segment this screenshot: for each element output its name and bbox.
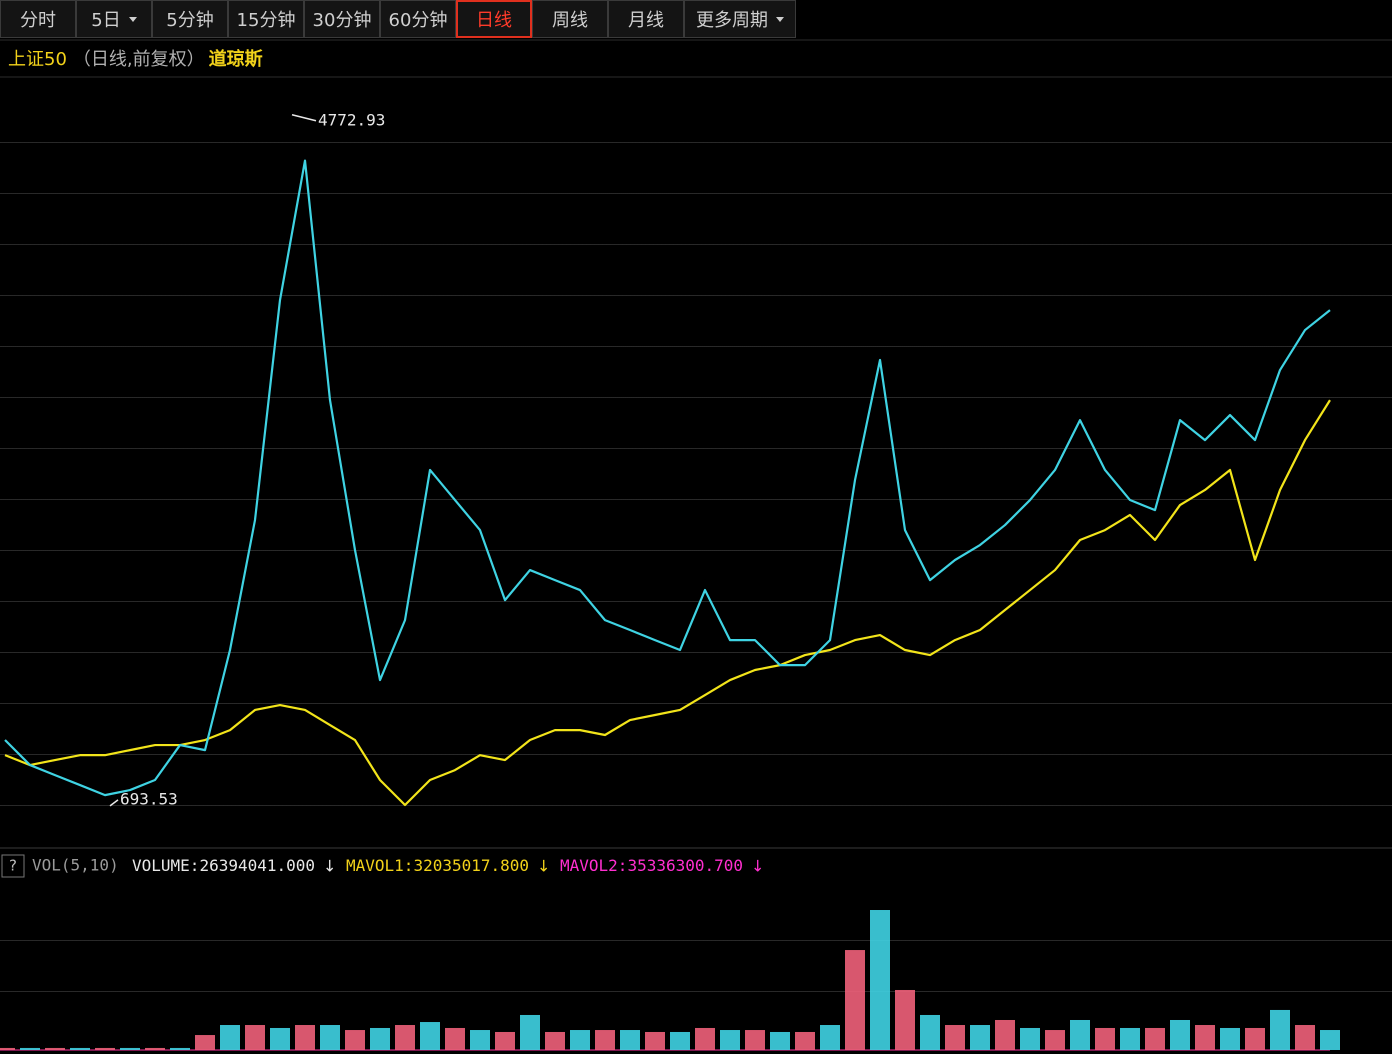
volume-bar	[220, 1025, 240, 1050]
volume-bar	[1120, 1027, 1140, 1050]
volume-bar	[745, 1030, 765, 1050]
volume-bar	[570, 1030, 590, 1050]
period-tab[interactable]: 周线	[532, 0, 608, 38]
period-tab[interactable]: 更多周期	[684, 0, 796, 38]
readout-value: 32035017.800	[413, 856, 529, 875]
volume-bar	[895, 989, 915, 1050]
volume-bar	[1195, 1025, 1215, 1050]
period-tab[interactable]: 月线	[608, 0, 684, 38]
volume-bar	[1045, 1030, 1065, 1050]
help-icon[interactable]: ?	[9, 857, 17, 875]
volume-readout: VOLUME:26394041.000	[132, 856, 315, 875]
volume-grid	[0, 890, 1392, 992]
help-box[interactable]	[1, 854, 25, 878]
volume-bar	[170, 1047, 190, 1050]
period-tab[interactable]: 30分钟	[304, 0, 380, 38]
annotation-label: 4772.93	[318, 110, 385, 129]
volume-bar	[945, 1025, 965, 1050]
volume-bar	[545, 1031, 565, 1050]
volume-bar	[95, 1047, 115, 1050]
annotation-arrow	[291, 114, 317, 122]
volume-bar	[1245, 1027, 1265, 1050]
readout-value: 26394041.000	[199, 856, 315, 875]
volume-bar	[420, 1022, 440, 1050]
volume-bar	[1095, 1027, 1115, 1050]
annotation-arrow	[109, 799, 119, 807]
volume-bar	[395, 1025, 415, 1050]
period-toolbar: 分时 5日 5分钟 15分钟 30分钟 60分钟 日线 周线 月线 更多周期	[0, 0, 796, 38]
annotation-label: 693.53	[120, 789, 178, 808]
volume-bar	[295, 1025, 315, 1050]
period-tab[interactable]: 5分钟	[152, 0, 228, 38]
price-line	[4, 159, 1331, 797]
volume-bar	[820, 1025, 840, 1050]
period-tab[interactable]: 日线	[456, 0, 532, 38]
volume-title: VOL(5,10)	[32, 856, 119, 875]
volume-bar	[470, 1030, 490, 1050]
volume-readout: MAVOL1:32035017.800	[346, 856, 529, 875]
period-tab[interactable]: 分时	[0, 0, 76, 38]
volume-bar	[595, 1030, 615, 1050]
volume-bar	[120, 1047, 140, 1050]
readout-name: VOLUME:	[132, 856, 199, 875]
volume-bar	[70, 1047, 90, 1050]
volume-bar	[1220, 1027, 1240, 1050]
volume-bar	[770, 1031, 790, 1050]
volume-bar	[1170, 1019, 1190, 1050]
period-tab[interactable]: 60分钟	[380, 0, 456, 38]
volume-bar	[520, 1014, 540, 1050]
volume-bar	[870, 910, 890, 1050]
volume-bar	[145, 1047, 165, 1050]
price-line	[4, 399, 1331, 807]
readout-name: MAVOL1:	[346, 856, 413, 875]
volume-bar	[695, 1027, 715, 1050]
volume-bar	[970, 1025, 990, 1050]
trend-arrow: ↓	[751, 857, 764, 876]
volume-bar	[995, 1019, 1015, 1050]
volume-bar	[320, 1025, 340, 1050]
readout-value: 35336300.700	[627, 856, 743, 875]
volume-bar	[1320, 1030, 1340, 1050]
volume-bar	[495, 1031, 515, 1050]
price-grid	[0, 92, 1392, 842]
volume-bar	[645, 1031, 665, 1050]
volume-bar	[1145, 1027, 1165, 1050]
volume-bar	[720, 1030, 740, 1050]
volume-bar	[270, 1027, 290, 1050]
volume-bar	[245, 1025, 265, 1050]
legend-entry: 上证50	[8, 49, 67, 70]
volume-bar	[445, 1027, 465, 1050]
volume-bar	[20, 1047, 40, 1050]
volume-bar	[1070, 1019, 1090, 1050]
volume-bar	[845, 950, 865, 1050]
volume-bar	[1270, 1009, 1290, 1050]
volume-bar	[1020, 1027, 1040, 1050]
volume-bar	[1295, 1025, 1315, 1050]
volume-bar	[0, 1047, 15, 1050]
period-tab[interactable]: 5日	[76, 0, 152, 38]
volume-readout: MAVOL2:35336300.700	[560, 856, 743, 875]
legend-entry: 道琼斯	[209, 48, 263, 70]
volume-bar	[195, 1035, 215, 1050]
period-tab[interactable]: 15分钟	[228, 0, 304, 38]
volume-bar	[620, 1030, 640, 1050]
subtitle: （日线,前复权）	[73, 49, 205, 70]
trend-arrow: ↓	[537, 857, 550, 876]
readout-name: MAVOL2:	[560, 856, 627, 875]
trend-arrow: ↓	[323, 857, 336, 876]
volume-bar	[45, 1047, 65, 1050]
legend: 上证50 （日线,前复权） 道琼斯	[8, 48, 263, 70]
volume-bar	[920, 1014, 940, 1050]
volume-bar	[795, 1031, 815, 1050]
volume-bar	[370, 1027, 390, 1050]
volume-bar	[345, 1030, 365, 1050]
volume-bar	[670, 1031, 690, 1050]
